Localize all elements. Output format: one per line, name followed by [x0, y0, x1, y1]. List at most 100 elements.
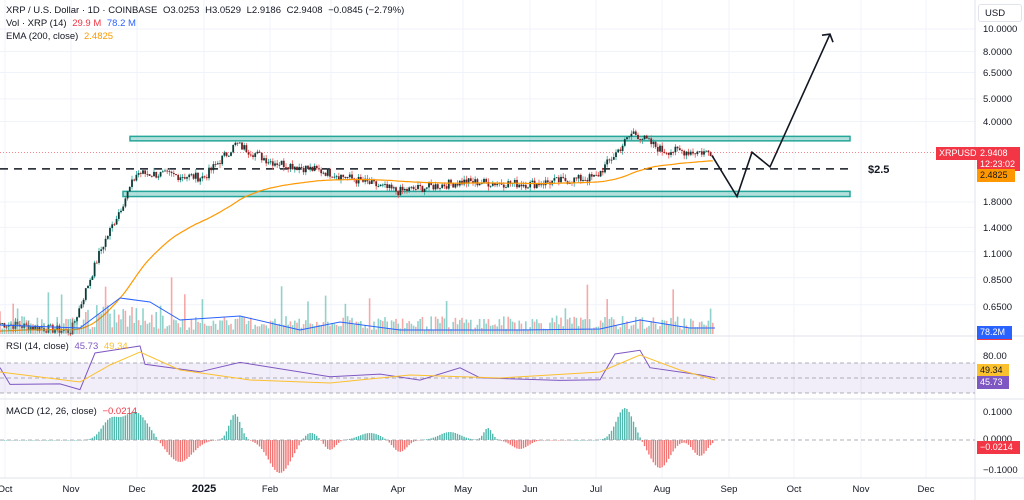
macd-bar: [648, 440, 650, 455]
candle-body: [524, 184, 527, 189]
macd-bar: [624, 408, 626, 440]
volume-bar: [316, 321, 318, 334]
volume-bar: [78, 328, 80, 334]
candle-body: [227, 155, 230, 157]
macd-bar: [283, 440, 285, 472]
ema-legend[interactable]: EMA (200, close) 2.4825: [6, 31, 116, 42]
macd-bar: [131, 412, 133, 440]
macd-legend[interactable]: MACD (12, 26, close) −0.0214: [6, 406, 140, 417]
candle-body: [696, 151, 699, 155]
volume-bar: [142, 308, 144, 334]
volume-bar: [533, 321, 536, 334]
macd-bar: [223, 435, 225, 440]
candle-body: [414, 189, 417, 190]
macd-bar: [679, 440, 681, 445]
macd-bar: [454, 432, 456, 440]
rsi-legend[interactable]: RSI (14, close) 45.73 49.34: [6, 341, 131, 352]
volume-bar: [351, 317, 353, 334]
candle-body: [225, 152, 228, 156]
volume-bar: [85, 311, 87, 334]
volume-bar: [305, 320, 307, 334]
macd-bar: [338, 440, 340, 443]
macd-bar: [280, 440, 283, 473]
macd-bar: [404, 440, 406, 450]
candle-body: [496, 183, 499, 186]
volume-bar: [643, 328, 646, 334]
candle-body: [403, 188, 406, 191]
candle-body: [91, 276, 94, 280]
volume-bar: [628, 328, 630, 334]
volume-bar: [38, 328, 41, 334]
price-tick: 1.1000: [983, 249, 1013, 260]
ohlc-high: H3.0529: [205, 5, 241, 16]
currency-button[interactable]: USD: [978, 4, 1022, 22]
macd-bar: [709, 440, 712, 446]
volume-bar: [276, 325, 278, 334]
macd-bar: [298, 440, 300, 446]
volume-bar: [694, 327, 696, 334]
macd-bar: [144, 420, 146, 440]
macd-bar: [393, 440, 395, 448]
volume-bar: [214, 323, 217, 334]
macd-bar: [133, 411, 135, 440]
volume-bar: [228, 325, 230, 334]
volume-bar: [362, 327, 364, 334]
candle-body: [175, 174, 177, 175]
symbol-title[interactable]: XRP / U.S. Dollar · 1D · COINBASE: [6, 5, 158, 16]
volume-bar: [648, 325, 650, 334]
candle-body: [593, 174, 595, 177]
macd-bar: [316, 435, 318, 440]
candle-body: [665, 152, 668, 154]
candle-body: [683, 150, 686, 156]
volume-bar: [674, 321, 677, 334]
macd-bar: [166, 440, 168, 453]
macd-bar: [107, 419, 109, 440]
candle-body: [168, 171, 171, 172]
macd-bar: [236, 416, 239, 440]
candle-body: [469, 178, 472, 182]
volume-bar: [19, 320, 21, 334]
macd-bar: [175, 440, 177, 461]
candle-body: [223, 152, 226, 156]
candle-body: [126, 191, 129, 199]
volume-bar: [395, 318, 397, 334]
candle-body: [357, 176, 360, 184]
volume-bar: [45, 328, 47, 334]
volume-bar: [683, 318, 685, 334]
macd-bar: [197, 440, 199, 449]
volume-bar: [670, 317, 672, 334]
volume-bar: [676, 316, 679, 334]
candle-body: [652, 141, 655, 145]
volume-bar: [32, 328, 34, 334]
macd-bar: [47, 440, 49, 441]
volume-bar: [34, 327, 36, 334]
candle-body: [210, 167, 213, 171]
candle-body: [463, 179, 466, 185]
candle-body: [318, 168, 320, 170]
volume-bar: [531, 319, 534, 334]
volume-bar: [91, 327, 94, 334]
macd-bar: [93, 436, 96, 440]
volume-bar: [269, 320, 272, 334]
candle-body: [32, 326, 34, 330]
candle-body: [247, 152, 250, 155]
volume-bar: [494, 324, 496, 334]
volume-bar: [696, 327, 699, 334]
candle-body: [659, 145, 661, 152]
macd-bar: [494, 437, 496, 440]
volume-legend[interactable]: Vol · XRP (14) 29.9 M 78.2 M: [6, 18, 139, 29]
macd-bar: [426, 439, 428, 440]
macd-bar: [294, 440, 296, 454]
candle-body: [705, 150, 708, 152]
macd-bar: [157, 440, 159, 441]
macd-bar: [155, 436, 157, 440]
price-tick: 5.0000: [983, 94, 1013, 105]
macd-bar: [373, 433, 375, 440]
candle-body: [333, 176, 336, 178]
candle-body: [113, 224, 116, 226]
candle-body: [146, 173, 149, 175]
volume-bar: [111, 327, 113, 334]
macd-bar: [676, 440, 679, 446]
